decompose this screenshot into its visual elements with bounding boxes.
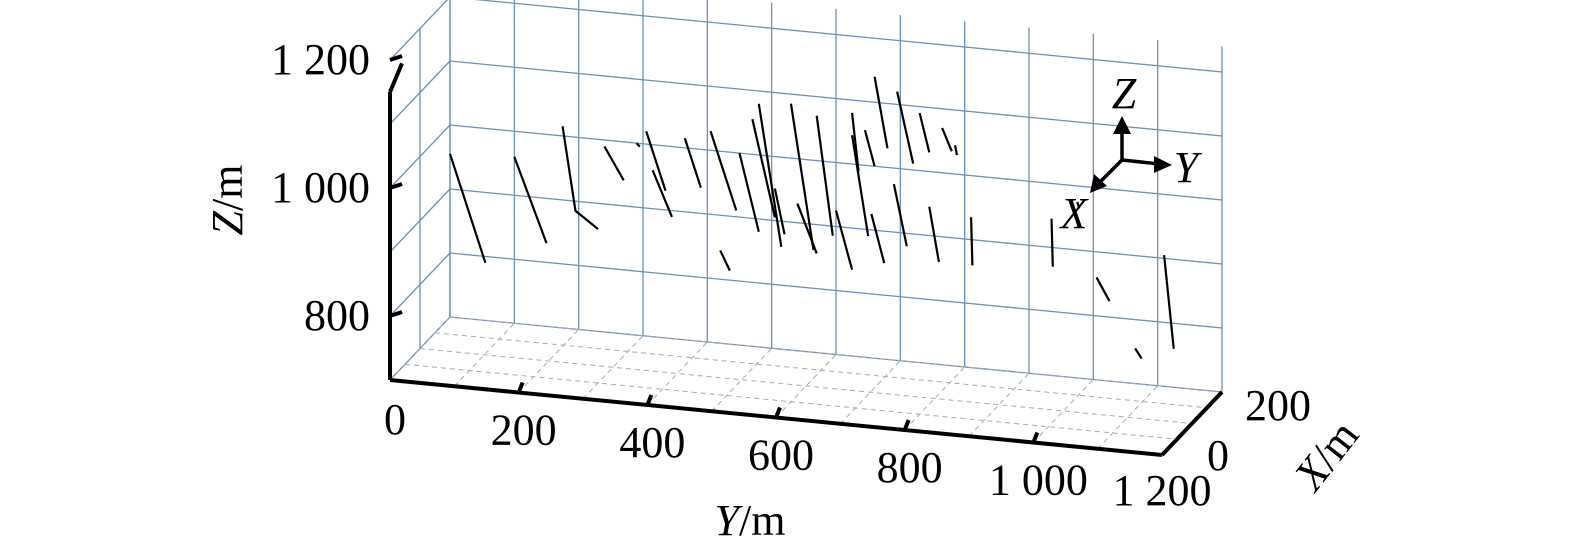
x-tick-label: 200 [1245, 381, 1311, 430]
gridline-floor-length [434, 332, 1208, 409]
z-axis-cap [388, 62, 404, 93]
fracture-trace [970, 217, 974, 266]
y-tick-mark [774, 406, 782, 419]
gridline-back-horizontal [449, 252, 1223, 329]
gridline-floor-depth [389, 316, 451, 381]
triad-y-arrowhead [1154, 156, 1172, 173]
y-axis-title-unit: /m [739, 496, 785, 545]
z-tick-mark [389, 54, 403, 62]
gridline-floor-depth [646, 341, 708, 406]
fracture-trace [928, 206, 941, 263]
fracture-trace [796, 203, 818, 254]
gridline-floor-depth [968, 372, 1030, 437]
gridline-floor-depth [904, 366, 966, 431]
traces-layer [448, 76, 1175, 360]
y-tick-mark [645, 394, 654, 406]
gridline-floor-depth [775, 354, 837, 418]
fracture-trace [651, 169, 673, 218]
gridline-floor-length [404, 363, 1178, 440]
triad-z-arrowhead [1113, 116, 1131, 134]
y-axis-title: Y/m [715, 496, 786, 545]
triad-z-label: Z [1112, 69, 1137, 118]
fracture-trace [1163, 255, 1175, 350]
y-tick-mark [902, 419, 911, 431]
gridline-floor-depth [1032, 379, 1094, 443]
fracture-trace [863, 129, 876, 167]
fracture-trace [709, 130, 738, 211]
gridline-floor-depth [711, 347, 773, 412]
fracture-trace [751, 118, 776, 218]
x-tick-label: 0 [1207, 431, 1229, 480]
gridline-back-horizontal [474, 0, 1223, 73]
fracture-trace [850, 135, 870, 237]
x-axis-line [1160, 390, 1224, 457]
gridline-floor-length [449, 316, 1223, 393]
fracture-trace [1050, 218, 1054, 267]
z-axis-title-unit: /m [203, 165, 252, 211]
fracture-trace [757, 103, 783, 247]
gridline-floor-depth [518, 329, 580, 393]
z-tick-mark [389, 182, 403, 190]
fracture-trace [513, 156, 548, 244]
fracture-trace [789, 103, 815, 251]
fracture-trace [738, 152, 760, 233]
triad-x-label: X [1059, 189, 1090, 238]
fracture-trace [645, 130, 667, 192]
fracture-trace [918, 112, 931, 153]
fracture-trace [1095, 276, 1111, 302]
y-tick-label: 1 200 [1113, 466, 1212, 515]
fracture-trace [850, 112, 860, 172]
gridline-back-horizontal [449, 60, 1223, 137]
gridline-back-horizontal [449, 188, 1223, 265]
grid-layer [389, 0, 1223, 456]
fracture-trace [896, 91, 915, 164]
fracture-trace [834, 210, 854, 270]
fracture-trace [683, 137, 702, 189]
z-tick-label: 1 000 [271, 163, 370, 212]
y-tick-label: 400 [619, 418, 685, 467]
gridline-floor-length [419, 348, 1193, 424]
fracture-trace [892, 183, 908, 247]
fracture-trace [448, 153, 487, 264]
y-tick-label: 0 [384, 395, 406, 444]
gridline-floor-depth [453, 322, 515, 387]
y-tick-label: 1 000 [989, 456, 1088, 505]
z-tick-label: 800 [304, 291, 370, 340]
fracture-trace [603, 145, 625, 181]
gridline-floor-depth [839, 360, 901, 425]
gridline-floor-depth [582, 335, 644, 400]
fracture-trace [635, 142, 641, 148]
fracture-trace [773, 188, 786, 235]
z-axis-title: Z/m [203, 165, 252, 236]
orientation-triad: ZY X [1059, 69, 1203, 238]
z-tick-mark [389, 310, 403, 318]
fracture-trace [870, 213, 886, 264]
fracture-trace [561, 126, 599, 230]
z-tick-label: 1 200 [271, 35, 370, 84]
fracture-trace [1076, 201, 1081, 209]
fracture-trace [1134, 347, 1143, 360]
y-axis-title-var: Y [715, 496, 744, 545]
fracture-trace [815, 115, 834, 236]
y-tick-mark [516, 381, 525, 394]
fracture-trace [873, 76, 889, 149]
triad-y-arrow [1121, 158, 1161, 166]
triad-y-label: Y [1174, 143, 1203, 192]
fracture-trace [953, 145, 959, 156]
fracture-trace [719, 249, 731, 272]
fracture-trace [941, 127, 953, 152]
y-tick-label: 600 [748, 431, 814, 480]
z-axis-title-var: Z [203, 210, 252, 235]
y-tick-label: 200 [491, 406, 557, 455]
gridline-floor-depth [1097, 385, 1159, 450]
y-tick-mark [1031, 431, 1040, 444]
y-tick-label: 800 [877, 443, 943, 492]
triad-x-arrowhead [1090, 174, 1107, 193]
